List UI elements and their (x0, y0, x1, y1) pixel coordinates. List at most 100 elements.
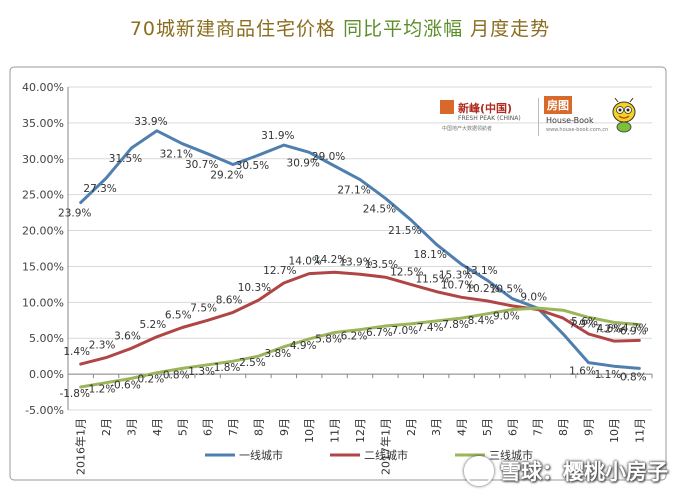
data-label: 5.2% (140, 319, 167, 331)
x-tick-label: 11月 (329, 418, 342, 443)
data-label: -1.2% (85, 384, 115, 396)
fresh-peak-mark-icon (440, 100, 454, 114)
data-label: 7.5% (190, 302, 217, 314)
data-label: 24.5% (363, 203, 396, 215)
fresh-peak-logo: 新峰(中国) FRESH PEAK (CHINA) 中国地产大数据领航者 (440, 98, 539, 136)
chart-title: 70城新建商品住宅价格 同比平均涨幅 月度走势 (0, 14, 680, 41)
y-tick-label: 20.00% (22, 225, 64, 238)
data-label: 1.6% (569, 366, 596, 378)
x-tick-label: 9月 (583, 418, 596, 436)
x-tick-label: 12月 (354, 418, 367, 443)
data-label: 6.2% (341, 331, 368, 343)
x-tick-label: 6月 (202, 418, 215, 436)
y-tick-label: 15.00% (22, 260, 64, 273)
series-line-2 (79, 270, 641, 366)
data-label: 13.5% (365, 259, 398, 271)
house-book-en: House-Book (546, 116, 594, 125)
y-tick-label: 25.00% (22, 189, 64, 202)
data-label: 29.2% (210, 170, 243, 182)
data-label: 31.5% (109, 153, 142, 165)
data-label: 1.8% (214, 362, 241, 374)
x-tick-label: 11月 (633, 418, 646, 443)
x-tick-label: 2017年1月 (378, 418, 392, 475)
data-label: 29.0% (312, 151, 345, 163)
data-label: 0.8% (620, 371, 647, 383)
watermark: 雪球：樱桃小房子 (464, 456, 668, 486)
x-tick-label: 5月 (176, 418, 189, 436)
series-line-3 (79, 306, 641, 389)
y-tick-label: 0.00% (29, 368, 64, 381)
bee-mascot-icon (612, 98, 636, 133)
watermark-text: 雪球：樱桃小房子 (500, 460, 668, 484)
data-label: 9.0% (520, 292, 547, 304)
data-label: 4.9% (290, 340, 317, 352)
data-label: 7.9% (569, 318, 596, 330)
data-label: 2.3% (89, 340, 116, 352)
legend-label-3: 三线城市 (489, 448, 533, 462)
data-label: 30.9% (287, 157, 320, 169)
data-label: 14.0% (289, 256, 322, 268)
data-label: 3.6% (114, 330, 141, 342)
fresh-peak-english: FRESH PEAK (CHINA) (458, 115, 521, 122)
data-label: 13.1% (464, 265, 497, 277)
chart-frame (9, 66, 667, 481)
x-tick-label: 8月 (252, 418, 265, 436)
data-label: 27.3% (83, 183, 116, 195)
data-label: 31.9% (261, 130, 294, 142)
data-label: 0.8% (163, 369, 190, 381)
fresh-peak-slogan: 中国地产大数据领航者 (442, 126, 493, 132)
house-book-url: www.house-book.com.cn (546, 127, 609, 133)
x-tick-label: 9月 (278, 418, 291, 436)
x-tick-label: 4月 (456, 418, 469, 436)
data-label: 2.5% (239, 357, 266, 369)
x-tick-label: 4月 (151, 418, 164, 436)
data-label: 9.0% (493, 311, 520, 323)
x-tick-label: 3月 (125, 418, 138, 436)
data-label: 15.3% (439, 269, 472, 281)
data-label: 6.5% (165, 309, 192, 321)
data-label: 8.4% (468, 315, 495, 327)
data-label: 33.9% (134, 116, 167, 128)
x-tick-label: 2月 (405, 418, 418, 436)
data-label: -1.8% (59, 388, 89, 400)
data-label: 1.4% (63, 346, 90, 358)
y-tick-label: -5.00% (25, 404, 64, 417)
x-tick-label: 6月 (506, 418, 519, 436)
data-label: 4.6% (597, 323, 624, 335)
data-label: 7.4% (417, 322, 444, 334)
data-label: 10.3% (238, 282, 271, 294)
data-label: -0.6% (110, 379, 140, 391)
y-tick-label: 30.00% (22, 153, 64, 166)
y-tick-label: 40.00% (22, 81, 64, 94)
data-label: 7.2% (595, 323, 622, 335)
series-line-1 (79, 129, 641, 370)
legend-label-2: 二线城市 (364, 448, 408, 462)
y-tick-label: 35.00% (22, 117, 64, 130)
y-tick-label: 5.00% (29, 332, 64, 345)
data-label: 27.1% (337, 185, 370, 197)
x-tick-label: 10月 (303, 418, 316, 443)
data-label: 30.5% (236, 160, 269, 172)
snowball-logo-icon (464, 456, 494, 486)
brand-logos: 新峰(中国) FRESH PEAK (CHINA) 中国地产大数据领航者 房图 … (440, 96, 640, 138)
data-label: 0.2% (138, 374, 165, 386)
x-tick-label: 7月 (532, 418, 545, 436)
data-label: 32.1% (160, 149, 193, 161)
x-tick-label: 3月 (430, 418, 443, 436)
data-label: 1.3% (188, 366, 215, 378)
data-label: 21.5% (388, 225, 421, 237)
data-label: 12.5% (390, 266, 423, 278)
house-book-cn: 房图 (544, 96, 572, 114)
x-tick-label: 8月 (557, 418, 570, 436)
title-part-3: 月度走势 (470, 18, 551, 40)
data-label: 10.7% (441, 279, 474, 291)
x-tick-label: 2016年1月 (74, 418, 88, 475)
data-label: 7.0% (391, 325, 418, 337)
data-label: 6.7% (366, 327, 393, 339)
data-label: 23.9% (58, 208, 91, 220)
y-tick-label: 10.00% (22, 296, 64, 309)
data-label: 6.9% (620, 326, 647, 338)
data-label: 4.7% (622, 322, 649, 334)
x-tick-label: 2月 (100, 418, 113, 436)
